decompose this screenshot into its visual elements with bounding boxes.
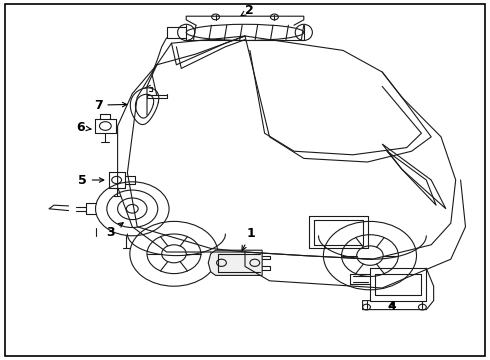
Text: 6: 6	[76, 121, 91, 134]
Text: 4: 4	[388, 300, 396, 313]
Text: 5: 5	[78, 174, 104, 186]
Text: 7: 7	[94, 99, 127, 112]
Polygon shape	[208, 250, 262, 275]
Text: 1: 1	[242, 227, 256, 250]
Text: 3: 3	[106, 223, 123, 239]
Text: 2: 2	[241, 4, 253, 17]
